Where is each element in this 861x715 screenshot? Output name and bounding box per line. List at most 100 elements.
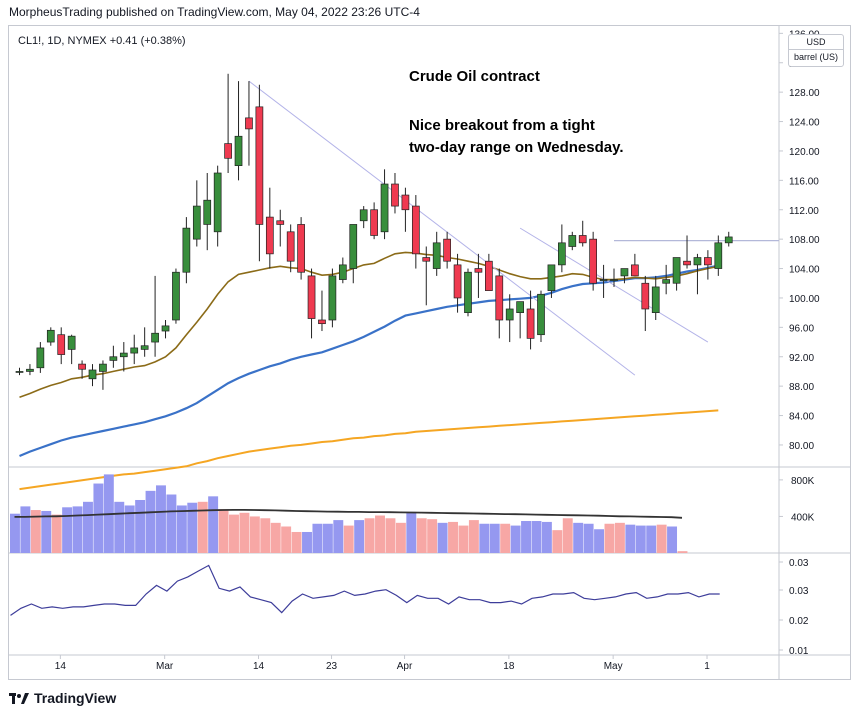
time-tick-label: May (604, 661, 623, 672)
candle-up (234, 135, 243, 166)
ma-mid-line (19, 264, 719, 458)
volume-bar (156, 485, 166, 553)
candle-down (578, 235, 587, 244)
oscillator-tick-label: 0.03 (789, 558, 809, 569)
volume-bar (239, 512, 250, 553)
volume-bar (646, 525, 657, 553)
candle-up (693, 257, 702, 266)
candle-up (99, 363, 107, 372)
chart-frame (8, 25, 851, 680)
time-tick-label: Mar (156, 661, 174, 672)
volume-bar (625, 524, 636, 553)
candle-down (391, 183, 399, 207)
candle-down (704, 257, 712, 266)
candle-up (151, 332, 159, 343)
volume-bar (385, 518, 396, 553)
candle-up (161, 325, 170, 332)
volume-bar (448, 521, 458, 553)
time-tick-label: 23 (326, 661, 338, 672)
candle-up (672, 257, 681, 284)
volume-bar (531, 521, 542, 553)
candle-up (328, 275, 337, 321)
tradingview-logo-icon (9, 692, 29, 704)
candle-down (401, 194, 410, 211)
annotation-line-2: two-day range on Wednesday. (409, 139, 624, 156)
price-tick-label: 84.00 (789, 412, 814, 423)
volume-bar (124, 505, 135, 553)
volume-bar (667, 526, 678, 553)
time-tick-label: 18 (503, 661, 515, 672)
volume-bar (500, 523, 511, 553)
candle-down (57, 334, 66, 355)
tradingview-logo[interactable]: TradingView (9, 690, 116, 706)
candle-up (464, 271, 472, 314)
price-tick-label: 88.00 (789, 382, 814, 393)
volume-bar (375, 515, 385, 553)
candle-up (359, 209, 368, 222)
oscillator-tick-label: 0.01 (789, 646, 809, 657)
volume-bar (416, 518, 427, 553)
volume-bar (427, 519, 438, 553)
candle-down (276, 220, 285, 225)
volume-bar (176, 505, 187, 553)
candle-down (589, 238, 598, 284)
volume-bar (260, 518, 271, 553)
oscillator-tick-label: 0.02 (789, 616, 809, 627)
volume-bar (166, 494, 177, 553)
volume-bar (83, 501, 93, 553)
price-tick-label: 120.00 (789, 147, 820, 158)
candle-up (432, 242, 441, 269)
candle-up (568, 235, 577, 247)
candle-up (15, 371, 24, 373)
volume-bar (114, 501, 125, 553)
time-tick-label: 1 (704, 661, 710, 672)
candle-up (88, 369, 97, 380)
time-tick-label: 14 (253, 661, 265, 672)
volume-bar (135, 499, 146, 553)
annotation-title: Crude Oil contract (409, 68, 540, 85)
candle-up (67, 335, 76, 350)
price-tick-label: 112.00 (789, 206, 819, 217)
candle-up (662, 279, 671, 284)
candle-down (526, 308, 535, 339)
currency-unit[interactable]: barrel (US) (793, 52, 838, 62)
candle-up (537, 293, 545, 336)
volume-bar (677, 551, 688, 553)
volume-bar (458, 525, 469, 553)
symbol-info[interactable]: CL1!, 1D, NYMEX +0.41 (+0.38%) (18, 35, 186, 47)
candle-up (338, 264, 347, 280)
volume-bar (322, 523, 333, 553)
volume-bar (270, 522, 281, 553)
candle-down (485, 260, 493, 291)
volume-bar (93, 483, 104, 553)
candle-up (182, 227, 191, 273)
currency-unit-box[interactable]: USD barrel (US) (788, 34, 844, 67)
volume-bar (510, 525, 521, 553)
volume-bar (218, 509, 229, 553)
volume-bar (364, 518, 375, 553)
candle-up (724, 236, 733, 244)
volume-bar (333, 520, 344, 553)
candle-up (380, 183, 389, 233)
candle-up (203, 199, 212, 225)
volume-bar (354, 520, 365, 553)
candle-up (119, 352, 128, 358)
volume-bar (62, 507, 73, 553)
candle-down (286, 231, 295, 262)
oscillator-line (10, 564, 720, 616)
ma-slow-line (19, 409, 719, 491)
price-tick-label: 128.00 (789, 88, 820, 99)
candle-down (370, 209, 378, 236)
candle-down (318, 319, 326, 325)
volume-bar (521, 521, 531, 553)
price-tick-label: 100.00 (789, 294, 820, 305)
volume-bar (302, 531, 312, 553)
candle-up (109, 356, 118, 361)
candle-up (213, 172, 222, 233)
currency-code[interactable]: USD (789, 35, 843, 50)
volume-tick-label: 800K (791, 476, 815, 487)
volume-bar (197, 501, 208, 553)
price-tick-label: 108.00 (789, 235, 820, 246)
candle-up (172, 271, 180, 321)
